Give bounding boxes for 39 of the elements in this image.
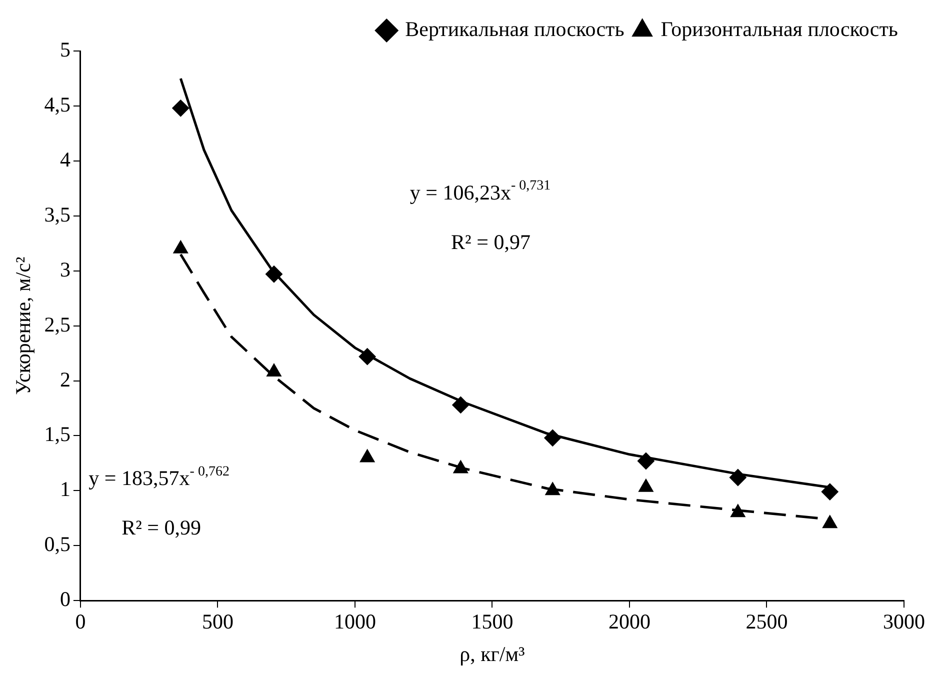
y-axis-title: Ускорение, м/с² [11,256,36,395]
x-tick-label: 500 [202,610,234,634]
x-tick-label: 3000 [883,610,925,634]
point [452,396,470,414]
point [172,100,190,117]
y-tick-label: 2 [60,367,70,392]
x-tick-label: 0 [75,610,86,634]
y-tick-label: 0 [60,587,70,612]
point [358,348,376,366]
point [821,483,838,500]
annotation: R² = 0,99 [122,516,202,540]
point [730,504,746,518]
y-tick-label: 5 [60,38,70,62]
y-tick-label: 3 [60,257,70,282]
x-tick-label: 2500 [746,610,788,634]
x-tick-label: 1500 [471,610,514,634]
point [453,460,468,474]
y-tick-label: 0,5 [44,532,70,556]
point [545,482,560,496]
annotation: R² = 0,97 [451,230,530,254]
y-tick-label: 1 [60,477,70,502]
legend-label: Вертикальная плоскость [405,17,624,42]
point [265,266,282,283]
y-tick-label: 2,5 [44,312,70,336]
x-tick-label: 2000 [608,610,650,634]
point [638,478,654,492]
point [729,468,746,486]
point [544,429,562,446]
x-axis-title: ρ, кг/м³ [460,642,525,666]
legend-label: Горизонтальная плоскость [660,17,898,42]
y-tick-label: 1,5 [44,422,70,446]
y-tick-label: 3,5 [44,202,70,226]
x-tick-label: 1000 [334,610,376,634]
point [266,363,282,376]
y-tick-label: 4,5 [44,92,70,116]
point [822,515,838,528]
point [637,452,654,470]
y-tick-label: 4 [60,147,71,172]
point [360,449,375,462]
